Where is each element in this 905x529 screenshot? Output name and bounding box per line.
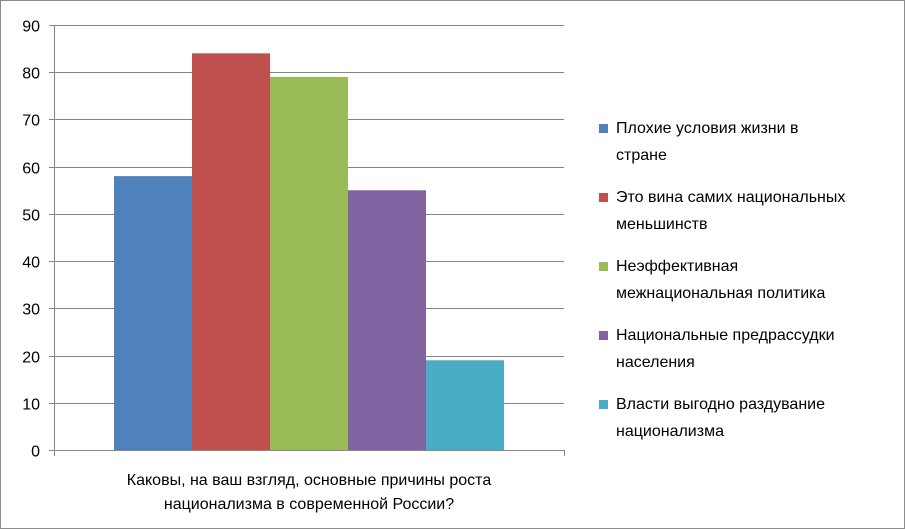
bar-series-3 — [270, 76, 348, 450]
axes — [49, 25, 565, 456]
legend-item-5: Власти выгодно раздувание национализма — [599, 391, 899, 460]
y-tick-label: 60 — [22, 161, 40, 178]
legend-swatch — [599, 124, 608, 133]
category-label-line: Каковы, на ваш взгляд, основные причины … — [127, 472, 492, 489]
y-tick-label: 20 — [22, 350, 40, 367]
legend: Плохие условия жизни в стране Это вина сам… — [599, 115, 899, 460]
legend-label: Власти выгодно раздувание национализма — [616, 396, 825, 440]
bar-series-5 — [426, 360, 504, 450]
y-tick-label: 70 — [22, 113, 40, 130]
legend-label: Неэффективная межнациональная политика — [616, 258, 826, 302]
legend-item-2: Это вина самих национальных меньшинств — [599, 184, 899, 253]
y-tick-label: 50 — [22, 208, 40, 225]
legend-swatch — [599, 331, 608, 340]
bars — [114, 53, 504, 450]
category-label-line: национализма в современной России? — [164, 496, 454, 513]
legend-label: Это вина самих национальных меньшинств — [616, 189, 846, 233]
y-tick-label: 10 — [22, 397, 40, 414]
y-tick-labels: 0 10 20 30 40 50 60 70 80 90 — [22, 19, 40, 461]
bar-series-1 — [114, 176, 192, 450]
legend-item-3: Неэффективная межнациональная политика — [599, 253, 899, 322]
y-tick-label: 40 — [22, 255, 40, 272]
legend-swatch — [599, 400, 608, 409]
legend-label: Национальные предрассудки населения — [616, 327, 835, 371]
y-tick-label: 90 — [22, 19, 40, 36]
category-label: Каковы, на ваш взгляд, основные причины … — [127, 472, 492, 513]
legend-swatch — [599, 193, 608, 202]
legend-item-1: Плохие условия жизни в стране — [599, 115, 899, 184]
bar-series-2 — [192, 53, 270, 450]
y-tick-label: 30 — [22, 302, 40, 319]
legend-swatch — [599, 262, 608, 271]
legend-item-4: Национальные предрассудки населения — [599, 322, 899, 391]
bar-series-4 — [348, 190, 426, 450]
y-tick-label: 0 — [31, 444, 40, 461]
legend-label: Плохие условия жизни в стране — [616, 120, 799, 164]
y-tick-label: 80 — [22, 66, 40, 83]
